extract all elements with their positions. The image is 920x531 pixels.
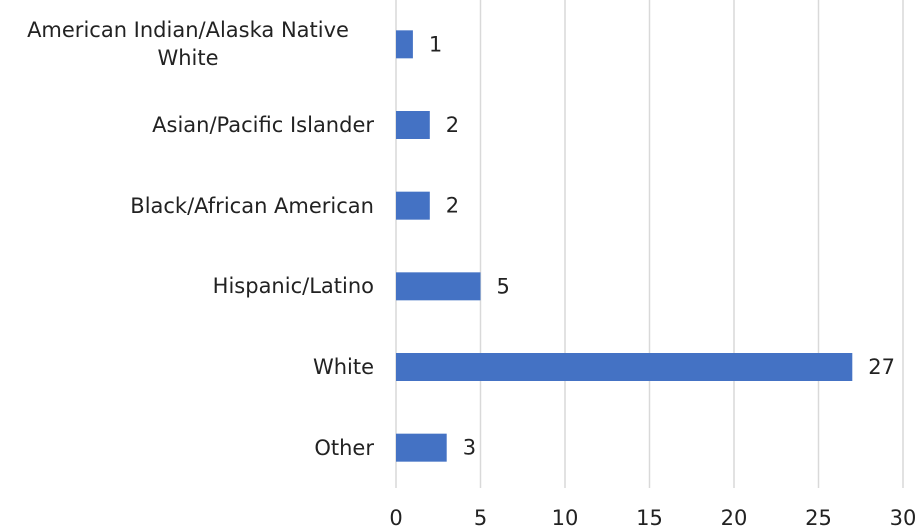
category-text: White	[312, 355, 374, 379]
bar	[396, 191, 430, 220]
y-tick-label: Asian/Pacific Islander	[2, 111, 374, 139]
y-tick-label: American Indian/Alaska Native White	[2, 16, 374, 72]
x-tick-label: 15	[636, 506, 663, 530]
bar	[396, 111, 430, 139]
value-label: 2	[446, 194, 459, 218]
y-tick-label: Hispanic/Latino	[2, 272, 374, 300]
bar	[396, 30, 413, 59]
x-tick-label: 10	[552, 506, 579, 530]
category-text: Other	[314, 435, 374, 460]
y-tick-label: White	[2, 353, 374, 381]
category-text: American Indian/Alaska Native White	[27, 18, 349, 71]
category-text: Black/African American	[130, 193, 374, 218]
category-text: Hispanic/Latino	[212, 274, 374, 299]
x-tick-label: 20	[721, 506, 748, 530]
value-label: 5	[497, 274, 510, 298]
y-tick-label: Other	[2, 434, 374, 462]
bar	[396, 433, 447, 462]
value-label: 1	[429, 32, 442, 56]
x-tick-label: 5	[474, 506, 487, 530]
category-text: Asian/Pacific Islander	[152, 113, 374, 137]
bar	[396, 272, 481, 301]
value-label: 27	[868, 355, 895, 379]
x-tick-label: 25	[805, 506, 832, 530]
value-label: 3	[463, 436, 476, 460]
x-tick-label: 0	[389, 506, 402, 530]
bar	[396, 353, 853, 381]
y-tick-label: Black/African American	[2, 192, 374, 220]
x-tick-label: 30	[890, 506, 917, 530]
value-label: 2	[446, 113, 459, 137]
